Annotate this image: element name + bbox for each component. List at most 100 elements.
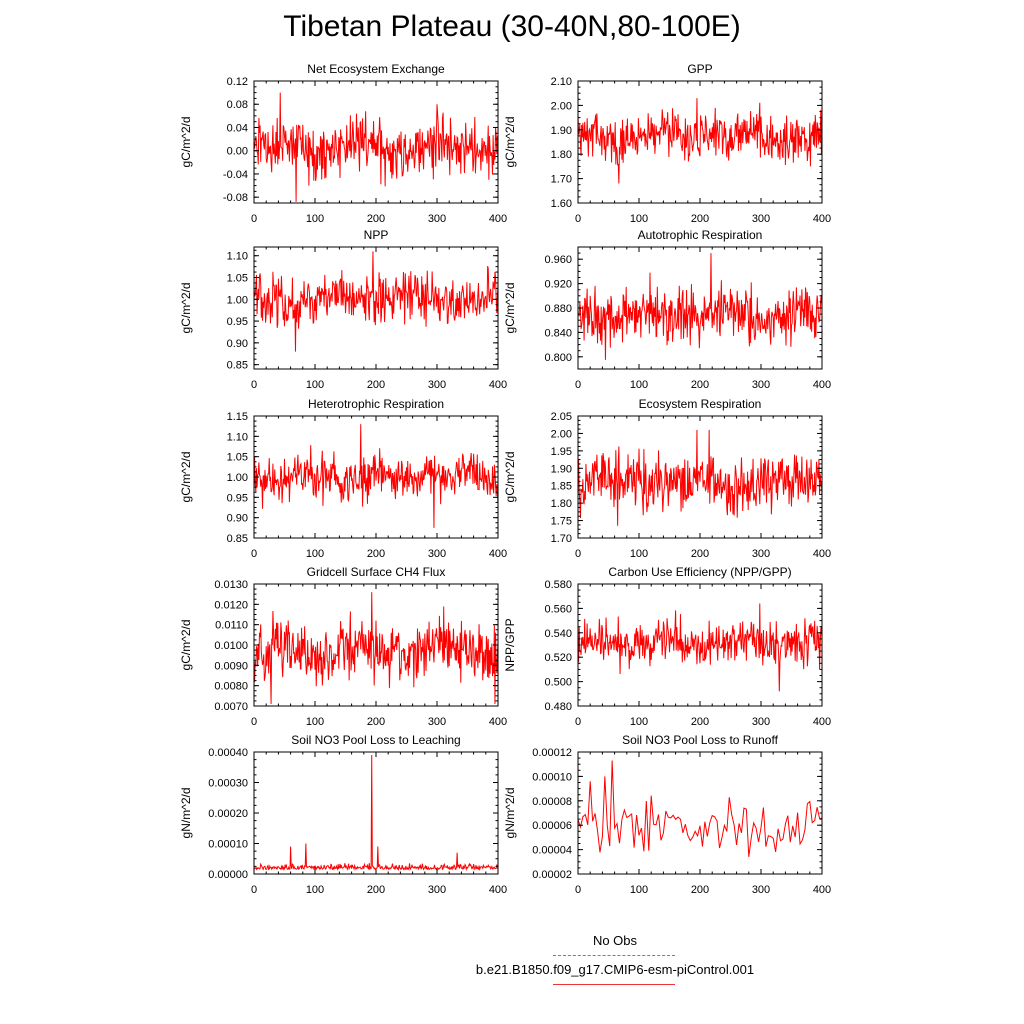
- y-tick-label: 0.00020: [208, 808, 248, 820]
- x-tick-label: 0: [575, 548, 581, 560]
- y-tick-label: 0.00012: [532, 747, 572, 759]
- panel-5: 0 100 200 300 400 0.85 0.90 0.95 1.00 1.05 1.10 1.1…: [179, 397, 507, 560]
- x-tick-label: 400: [813, 884, 831, 896]
- panel-title: Heterotrophic Respiration: [308, 397, 444, 411]
- y-tick-label: 0.840: [544, 327, 572, 339]
- y-tick-label: 0.12: [227, 76, 248, 88]
- x-tick-label: 0: [251, 548, 257, 560]
- x-tick-label: 400: [489, 379, 507, 391]
- x-tick-label: 400: [813, 213, 831, 225]
- panel-3: 0 100 200 300 400 0.85 0.90 0.95 1.00 1.05 1.10 NPP…: [179, 228, 507, 391]
- panel-title: Net Ecosystem Exchange: [307, 62, 445, 76]
- y-tick-label: 1.90: [551, 125, 572, 137]
- x-tick-label: 0: [575, 379, 581, 391]
- y-tick-label: 1.10: [227, 251, 248, 263]
- y-tick-label: 2.00: [551, 428, 572, 440]
- x-tick-label: 0: [251, 884, 257, 896]
- y-tick-label: 1.85: [551, 481, 572, 493]
- x-tick-label: 300: [428, 884, 446, 896]
- y-axis-label: gC/m^2/d: [179, 117, 193, 168]
- y-axis-label: gC/m^2/d: [503, 452, 517, 503]
- y-tick-label: 1.15: [227, 411, 248, 423]
- y-tick-label: 0.00010: [208, 839, 248, 851]
- y-axis-label: gC/m^2/d: [179, 283, 193, 334]
- x-tick-label: 200: [367, 884, 385, 896]
- y-tick-label: 2.10: [551, 76, 572, 88]
- y-tick-label: 0.95: [227, 492, 248, 504]
- x-tick-label: 100: [630, 716, 648, 728]
- x-tick-label: 200: [367, 213, 385, 225]
- panel-8: 0 100 200 300 400 0.480 0.500 0.520 0.540 0.560 0.…: [503, 565, 831, 728]
- y-tick-label: 1.80: [551, 498, 572, 510]
- y-tick-label: 0.0090: [214, 660, 248, 672]
- y-tick-label: -0.04: [223, 169, 248, 181]
- x-tick-label: 300: [428, 379, 446, 391]
- legend-case-label: b.e21.B1850.f09_g17.CMIP6-esm-piControl.…: [475, 962, 755, 977]
- series-line: [253, 755, 499, 872]
- y-tick-label: 1.75: [551, 516, 572, 528]
- y-tick-label: 1.05: [227, 273, 248, 285]
- panel-title: Autotrophic Respiration: [638, 228, 763, 242]
- x-tick-label: 200: [691, 716, 709, 728]
- y-tick-label: 1.10: [227, 431, 248, 443]
- y-tick-label: 1.70: [551, 174, 572, 186]
- x-tick-label: 300: [428, 213, 446, 225]
- y-tick-label: 0.00030: [208, 778, 248, 790]
- x-tick-label: 100: [630, 548, 648, 560]
- series-line: [577, 760, 823, 857]
- y-tick-label: 1.05: [227, 452, 248, 464]
- y-tick-label: 0.95: [227, 316, 248, 328]
- y-tick-label: 1.70: [551, 533, 572, 545]
- panel-2: 0 100 200 300 400 1.60 1.70 1.80 1.90 2.00 2.10 GPP…: [503, 62, 831, 225]
- y-tick-label: 1.60: [551, 198, 572, 210]
- x-tick-label: 0: [251, 379, 257, 391]
- x-tick-label: 100: [306, 379, 324, 391]
- legend-obs-line: [553, 955, 675, 956]
- x-tick-label: 200: [691, 548, 709, 560]
- y-tick-label: 0.0120: [214, 599, 248, 611]
- y-tick-label: 2.00: [551, 100, 572, 112]
- y-tick-label: 0.00008: [532, 796, 572, 808]
- y-tick-label: 0.00000: [208, 869, 248, 881]
- x-tick-label: 300: [428, 716, 446, 728]
- y-tick-label: 0.920: [544, 279, 572, 291]
- x-tick-label: 100: [630, 379, 648, 391]
- x-tick-label: 100: [306, 884, 324, 896]
- panel-4: 0 100 200 300 400 0.800 0.840 0.880 0.920 0.960 Au…: [503, 228, 831, 391]
- series-line: [577, 253, 823, 360]
- panel-title: GPP: [687, 62, 712, 76]
- panel-title: Ecosystem Respiration: [639, 397, 762, 411]
- series-line: [577, 603, 823, 692]
- x-tick-label: 300: [752, 548, 770, 560]
- y-axis-label: gN/m^2/d: [179, 788, 193, 839]
- y-tick-label: 0.580: [544, 579, 572, 591]
- y-tick-label: 0.480: [544, 701, 572, 713]
- x-tick-label: 100: [630, 884, 648, 896]
- y-axis-label: gC/m^2/d: [179, 620, 193, 671]
- x-tick-label: 200: [367, 548, 385, 560]
- x-tick-label: 300: [752, 716, 770, 728]
- x-tick-label: 400: [489, 213, 507, 225]
- series-line: [253, 592, 499, 704]
- y-tick-label: 0.800: [544, 352, 572, 364]
- x-tick-label: 100: [306, 716, 324, 728]
- y-tick-label: 0.0110: [215, 620, 248, 632]
- x-tick-label: 300: [428, 548, 446, 560]
- legend-obs-label: No Obs: [592, 933, 638, 948]
- legend-case-line: [553, 984, 675, 985]
- y-tick-label: 0.04: [227, 122, 248, 134]
- x-tick-label: 400: [489, 884, 507, 896]
- y-tick-label: 0.00: [227, 146, 248, 158]
- x-tick-label: 200: [367, 716, 385, 728]
- x-tick-label: 0: [251, 716, 257, 728]
- y-tick-label: 0.0080: [214, 681, 248, 693]
- x-tick-label: 300: [752, 379, 770, 391]
- panel-7: 0 100 200 300 400 0.0070 0.0080 0.0090 0.0100 0.0…: [179, 565, 507, 728]
- y-tick-label: 0.0100: [214, 640, 248, 652]
- x-tick-label: 200: [691, 213, 709, 225]
- series-line: [253, 424, 499, 528]
- x-tick-label: 400: [489, 716, 507, 728]
- panel-title: Soil NO3 Pool Loss to Runoff: [622, 733, 779, 747]
- y-tick-label: -0.08: [223, 192, 248, 204]
